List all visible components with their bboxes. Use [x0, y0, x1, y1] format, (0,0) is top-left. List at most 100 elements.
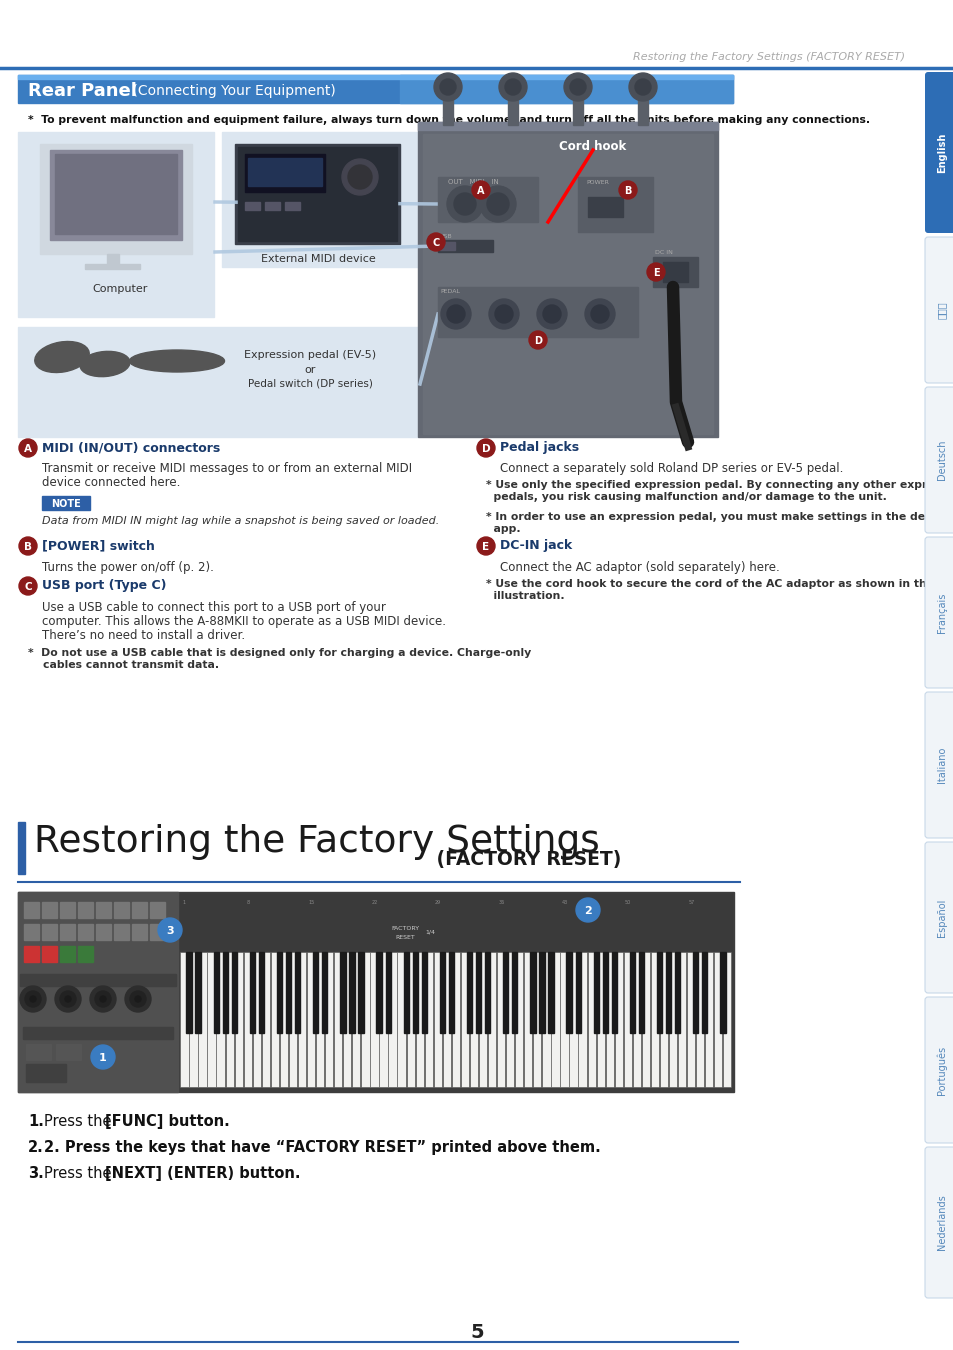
Bar [512, 952, 517, 1033]
Bar [452, 952, 459, 1087]
Text: 15: 15 [308, 900, 314, 904]
Bar [662, 262, 687, 282]
Bar [638, 90, 647, 126]
Text: Pedal jacks: Pedal jacks [499, 441, 578, 455]
Circle shape [91, 1045, 115, 1069]
Text: computer. This allows the A-88MKII to operate as a USB MIDI device.: computer. This allows the A-88MKII to op… [42, 616, 446, 628]
FancyBboxPatch shape [924, 693, 953, 838]
Text: 8: 8 [246, 900, 249, 904]
Text: [POWER] switch: [POWER] switch [42, 540, 154, 552]
Bar [42, 946, 57, 963]
Bar [313, 952, 318, 1033]
Bar [417, 122, 718, 437]
Text: USB port (Type C): USB port (Type C) [42, 579, 167, 593]
Ellipse shape [34, 342, 90, 373]
Bar [18, 132, 213, 317]
Bar [437, 177, 537, 221]
Text: NOTE: NOTE [51, 500, 81, 509]
Text: Data from MIDI IN might lag while a snapshot is being saved or loaded.: Data from MIDI IN might lag while a snap… [42, 516, 438, 526]
Bar [406, 952, 415, 1087]
Text: Français: Français [936, 593, 946, 633]
Text: (FACTORY RESET): (FACTORY RESET) [430, 850, 620, 869]
Circle shape [489, 298, 518, 329]
Text: Turns the power on/off (p. 2).: Turns the power on/off (p. 2). [42, 562, 213, 574]
Text: 36: 36 [497, 900, 504, 904]
Bar [42, 902, 57, 918]
Bar [307, 952, 314, 1087]
Bar [652, 256, 698, 288]
Bar [379, 952, 387, 1087]
Text: [FUNC] button.: [FUNC] button. [105, 1114, 230, 1129]
Bar [113, 923, 129, 940]
Circle shape [19, 576, 37, 595]
Bar [587, 197, 622, 217]
FancyBboxPatch shape [924, 1148, 953, 1297]
Bar [696, 952, 703, 1087]
Bar [538, 952, 544, 1033]
Bar [596, 952, 604, 1087]
Bar [385, 952, 391, 1033]
Circle shape [635, 80, 650, 94]
Bar [657, 952, 661, 1033]
Text: Português: Português [936, 1045, 946, 1095]
Text: Cord hook: Cord hook [558, 140, 626, 153]
Bar [20, 973, 175, 985]
Circle shape [427, 234, 444, 251]
Circle shape [65, 996, 71, 1002]
Bar [399, 76, 732, 103]
Bar [641, 952, 649, 1087]
Circle shape [476, 537, 495, 555]
Bar [286, 952, 291, 1033]
Bar [470, 952, 477, 1087]
Bar [96, 902, 111, 918]
Text: 1: 1 [99, 1053, 107, 1062]
Text: Computer: Computer [92, 284, 148, 294]
Bar [96, 923, 111, 940]
Text: OUT   MIDI   IN: OUT MIDI IN [448, 180, 498, 185]
Circle shape [20, 986, 46, 1012]
Bar [488, 952, 496, 1087]
Ellipse shape [130, 350, 224, 373]
Bar [714, 952, 721, 1087]
Bar [722, 952, 731, 1087]
Bar [325, 952, 333, 1087]
Bar [334, 952, 342, 1087]
Bar [253, 952, 261, 1087]
Bar [50, 150, 182, 240]
Circle shape [25, 991, 41, 1007]
Circle shape [90, 986, 116, 1012]
Text: 29: 29 [435, 900, 440, 904]
Text: Press the: Press the [44, 1114, 116, 1129]
Text: 22: 22 [371, 900, 377, 904]
FancyBboxPatch shape [924, 842, 953, 994]
Bar [55, 154, 177, 234]
Circle shape [440, 298, 471, 329]
Bar [18, 76, 732, 80]
Text: Connect a separately sold Roland DP series or EV-5 pedal.: Connect a separately sold Roland DP seri… [499, 462, 842, 475]
Bar [85, 265, 140, 269]
Text: Restoring the Factory Settings (FACTORY RESET): Restoring the Factory Settings (FACTORY … [632, 53, 904, 62]
Circle shape [60, 991, 76, 1007]
Text: Español: Español [936, 898, 946, 937]
Bar [42, 923, 57, 940]
Circle shape [472, 181, 490, 198]
Circle shape [348, 165, 372, 189]
Circle shape [434, 73, 461, 101]
Bar [243, 952, 252, 1087]
Text: 2.: 2. [28, 1139, 44, 1156]
Bar [18, 327, 417, 437]
Circle shape [30, 996, 36, 1002]
FancyBboxPatch shape [924, 387, 953, 533]
Bar [686, 952, 695, 1087]
Text: POWER: POWER [585, 180, 608, 185]
Text: 5: 5 [470, 1323, 483, 1342]
Text: Transmit or receive MIDI messages to or from an external MIDI: Transmit or receive MIDI messages to or … [42, 462, 412, 475]
Bar [388, 952, 396, 1087]
Bar [573, 90, 582, 126]
Bar [720, 952, 725, 1033]
Circle shape [563, 73, 592, 101]
Text: 50: 50 [624, 900, 630, 904]
Bar [413, 952, 417, 1033]
Bar [42, 495, 90, 510]
Circle shape [504, 80, 520, 94]
